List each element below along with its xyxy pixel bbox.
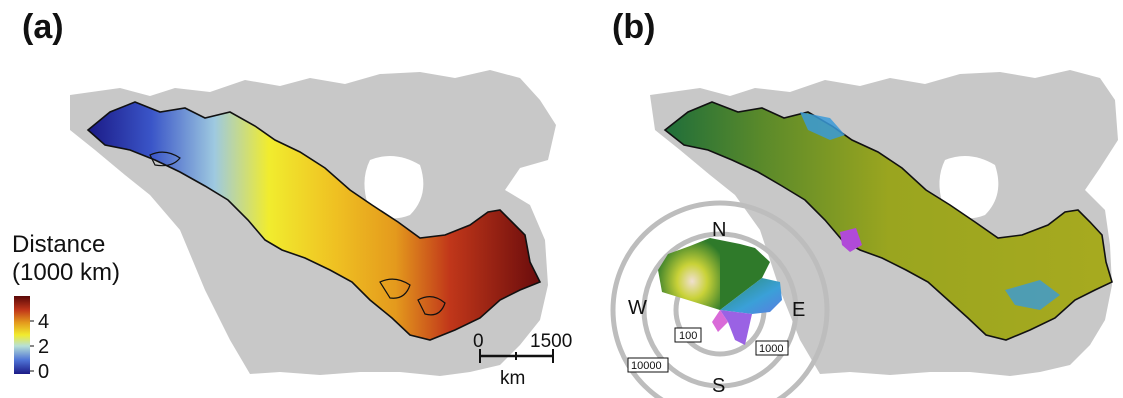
legend-a: Distance (1000 km) 4 2 0 [12, 231, 120, 383]
rose-wedge-west [658, 238, 720, 310]
rose-wedge-east [720, 278, 782, 314]
ring-1000 [641, 231, 799, 389]
blue-patch-b1 [800, 112, 845, 140]
ring-10000 [610, 200, 830, 398]
legend-tick-0: 0 [38, 361, 49, 383]
blue-patch-b2 [1005, 280, 1060, 310]
legend-colorbar [14, 296, 30, 374]
ring-label-10000: 10000 [631, 360, 662, 372]
compass-west-label: W [628, 297, 647, 319]
lake-outline-a [379, 278, 411, 299]
panel-a-label: (a) [22, 8, 64, 46]
legend-tick-4: 4 [38, 311, 49, 333]
scale-bar: 0 1500 km [473, 331, 572, 389]
ring-label-1000: 1000 [759, 343, 783, 355]
compass-east-label: E [792, 299, 805, 321]
map-a [70, 70, 556, 376]
purple-patch-b [840, 228, 862, 252]
scale-end-label: 1500 [530, 331, 572, 352]
ring-label-100: 100 [679, 330, 697, 342]
compass-south-label: S [712, 375, 725, 397]
compass-rose: N S E W 100 1000 10000 [610, 200, 830, 398]
hudson-bay-b [939, 156, 999, 219]
lake-outline-a2 [417, 296, 446, 316]
map-b [650, 70, 1118, 376]
rose-wedge-southeast [720, 310, 752, 345]
study-region-a [86, 101, 542, 341]
legend-title-line2: (1000 km) [12, 259, 120, 286]
scale-unit-label: km [500, 368, 525, 389]
panel-b-label: (b) [612, 8, 656, 46]
compass-north-label: N [712, 219, 726, 241]
rose-wedge-south [712, 310, 728, 332]
legend-tick-2: 2 [38, 336, 49, 358]
legend-title-line1: Distance [12, 231, 105, 258]
scale-start-label: 0 [473, 331, 484, 352]
hudson-bay-a [364, 156, 424, 219]
rose-wedge-north [720, 240, 770, 310]
lake-outline-a3 [149, 151, 181, 167]
